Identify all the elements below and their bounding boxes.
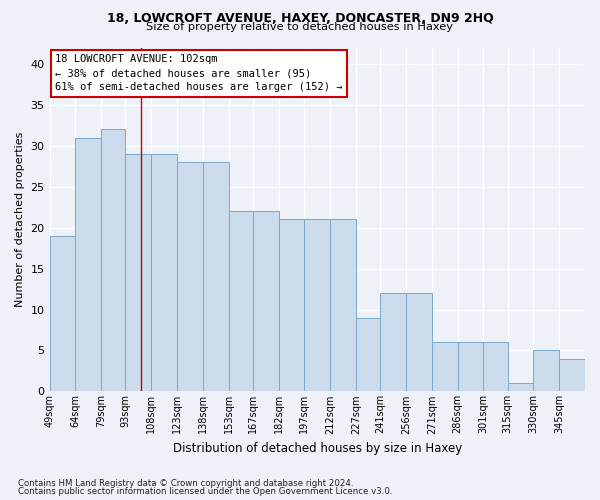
Bar xyxy=(330,220,356,392)
Bar xyxy=(229,212,253,392)
Bar xyxy=(406,293,432,392)
X-axis label: Distribution of detached houses by size in Haxey: Distribution of detached houses by size … xyxy=(173,442,462,455)
Bar xyxy=(177,162,203,392)
Bar xyxy=(253,212,278,392)
Bar xyxy=(304,220,330,392)
Text: 18, LOWCROFT AVENUE, HAXEY, DONCASTER, DN9 2HQ: 18, LOWCROFT AVENUE, HAXEY, DONCASTER, D… xyxy=(107,12,493,26)
Y-axis label: Number of detached properties: Number of detached properties xyxy=(15,132,25,307)
Bar xyxy=(356,318,380,392)
Bar xyxy=(432,342,458,392)
Bar xyxy=(151,154,177,392)
Bar xyxy=(125,154,151,392)
Bar xyxy=(380,293,406,392)
Bar xyxy=(458,342,484,392)
Bar xyxy=(484,342,508,392)
Text: Size of property relative to detached houses in Haxey: Size of property relative to detached ho… xyxy=(146,22,454,32)
Text: Contains public sector information licensed under the Open Government Licence v3: Contains public sector information licen… xyxy=(18,487,392,496)
Bar xyxy=(533,350,559,392)
Bar xyxy=(101,130,125,392)
Bar xyxy=(203,162,229,392)
Bar xyxy=(278,220,304,392)
Bar xyxy=(76,138,101,392)
Bar xyxy=(559,358,585,392)
Text: 18 LOWCROFT AVENUE: 102sqm
← 38% of detached houses are smaller (95)
61% of semi: 18 LOWCROFT AVENUE: 102sqm ← 38% of deta… xyxy=(55,54,343,92)
Bar xyxy=(508,383,533,392)
Bar xyxy=(50,236,76,392)
Text: Contains HM Land Registry data © Crown copyright and database right 2024.: Contains HM Land Registry data © Crown c… xyxy=(18,478,353,488)
